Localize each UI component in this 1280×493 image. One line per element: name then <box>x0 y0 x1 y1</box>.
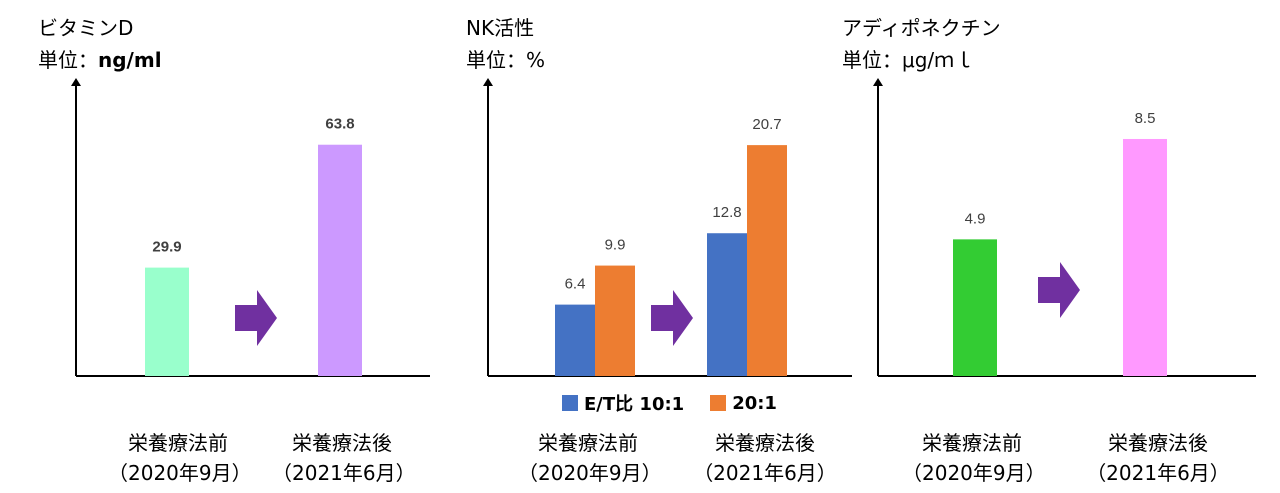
vitd-unit-label: 単位： <box>38 48 98 72</box>
nk-after-et10-value-label: 12.8 <box>712 204 741 221</box>
adipo-unit: 単位：μg/ｍｌ <box>842 48 975 72</box>
nk-before-et10-bar <box>555 304 595 376</box>
nk-right-arrow-icon <box>651 290 693 346</box>
nk-cat-after-line2: （2021年6月） <box>693 461 837 485</box>
adipo-cat-after: 栄養療法後 （2021年6月） <box>1078 428 1238 488</box>
nk-after-et20-bar <box>747 145 787 376</box>
nk-before-et20-value-label: 9.9 <box>605 237 626 254</box>
adipo-cat-before-line1: 栄養療法前 <box>922 431 1022 455</box>
legend-swatch-et20 <box>710 395 727 411</box>
adipo-up-arrow-axis-icon <box>873 78 883 86</box>
vitd-title: ビタミンD <box>38 16 134 40</box>
nk-cat-before: 栄養療法前 （2020年9月） <box>518 428 662 488</box>
adipo-cat-before-line2: （2020年9月） <box>902 461 1046 485</box>
vitd-cat-before-line2: （2020年9月） <box>108 461 252 485</box>
nk-cat-after: 栄養療法後 （2021年6月） <box>690 428 840 488</box>
adipo-cat-after-line1: 栄養療法後 <box>1108 431 1208 455</box>
vitd-cat-after: 栄養療法後 （2021年6月） <box>272 428 416 488</box>
nk-cat-before-line1: 栄養療法前 <box>538 431 638 455</box>
nk-after-et20-value-label: 20.7 <box>752 116 781 133</box>
vitd-right-arrow-icon <box>235 290 277 346</box>
vitd-before-bar <box>145 267 189 376</box>
adipo-cat-after-line2: （2021年6月） <box>1086 461 1230 485</box>
vitd-before-value-label: 29.9 <box>152 239 181 256</box>
vitd-unit-value: ng/ml <box>98 48 162 72</box>
nk-after-et10-bar <box>707 233 747 376</box>
legend-swatch-et10 <box>562 395 578 411</box>
nk-legend: E/T比 10:1 20:1 <box>562 390 777 416</box>
nk-cat-after-line1: 栄養療法後 <box>715 431 815 455</box>
vitd-unit: 単位：ng/ml <box>38 46 162 74</box>
adipo-before-value-label: 4.9 <box>965 210 986 227</box>
nk-cat-before-line2: （2020年9月） <box>518 461 662 485</box>
nk-before-et20-bar <box>595 265 635 376</box>
vitd-after-bar <box>318 144 362 376</box>
adipo-cat-before: 栄養療法前 （2020年9月） <box>902 428 1046 488</box>
nk-before-et10-value-label: 6.4 <box>565 276 586 293</box>
adipo-title: アディポネクチン <box>842 16 1001 40</box>
legend-label-et10: E/T比 10:1 <box>584 394 685 415</box>
vitd-after-value-label: 63.8 <box>325 116 354 133</box>
vitd-cat-after-line2: （2021年6月） <box>272 461 416 485</box>
adipo-right-arrow-icon <box>1038 262 1080 318</box>
vitd-cat-after-line1: 栄養療法後 <box>292 431 392 455</box>
adipo-before-bar <box>953 239 997 376</box>
adipo-after-bar <box>1123 138 1167 376</box>
nk-title: NK活性 <box>466 16 535 40</box>
nk-up-arrow-axis-icon <box>483 78 493 86</box>
legend-label-et20: 20:1 <box>732 392 777 414</box>
nk-unit: 単位：% <box>466 48 546 72</box>
adipo-after-value-label: 8.5 <box>1135 110 1156 127</box>
vitd-cat-before: 栄養療法前 （2020年9月） <box>108 428 252 488</box>
vitd-cat-before-line1: 栄養療法前 <box>128 431 228 455</box>
vitd-up-arrow-axis-icon <box>71 78 81 86</box>
